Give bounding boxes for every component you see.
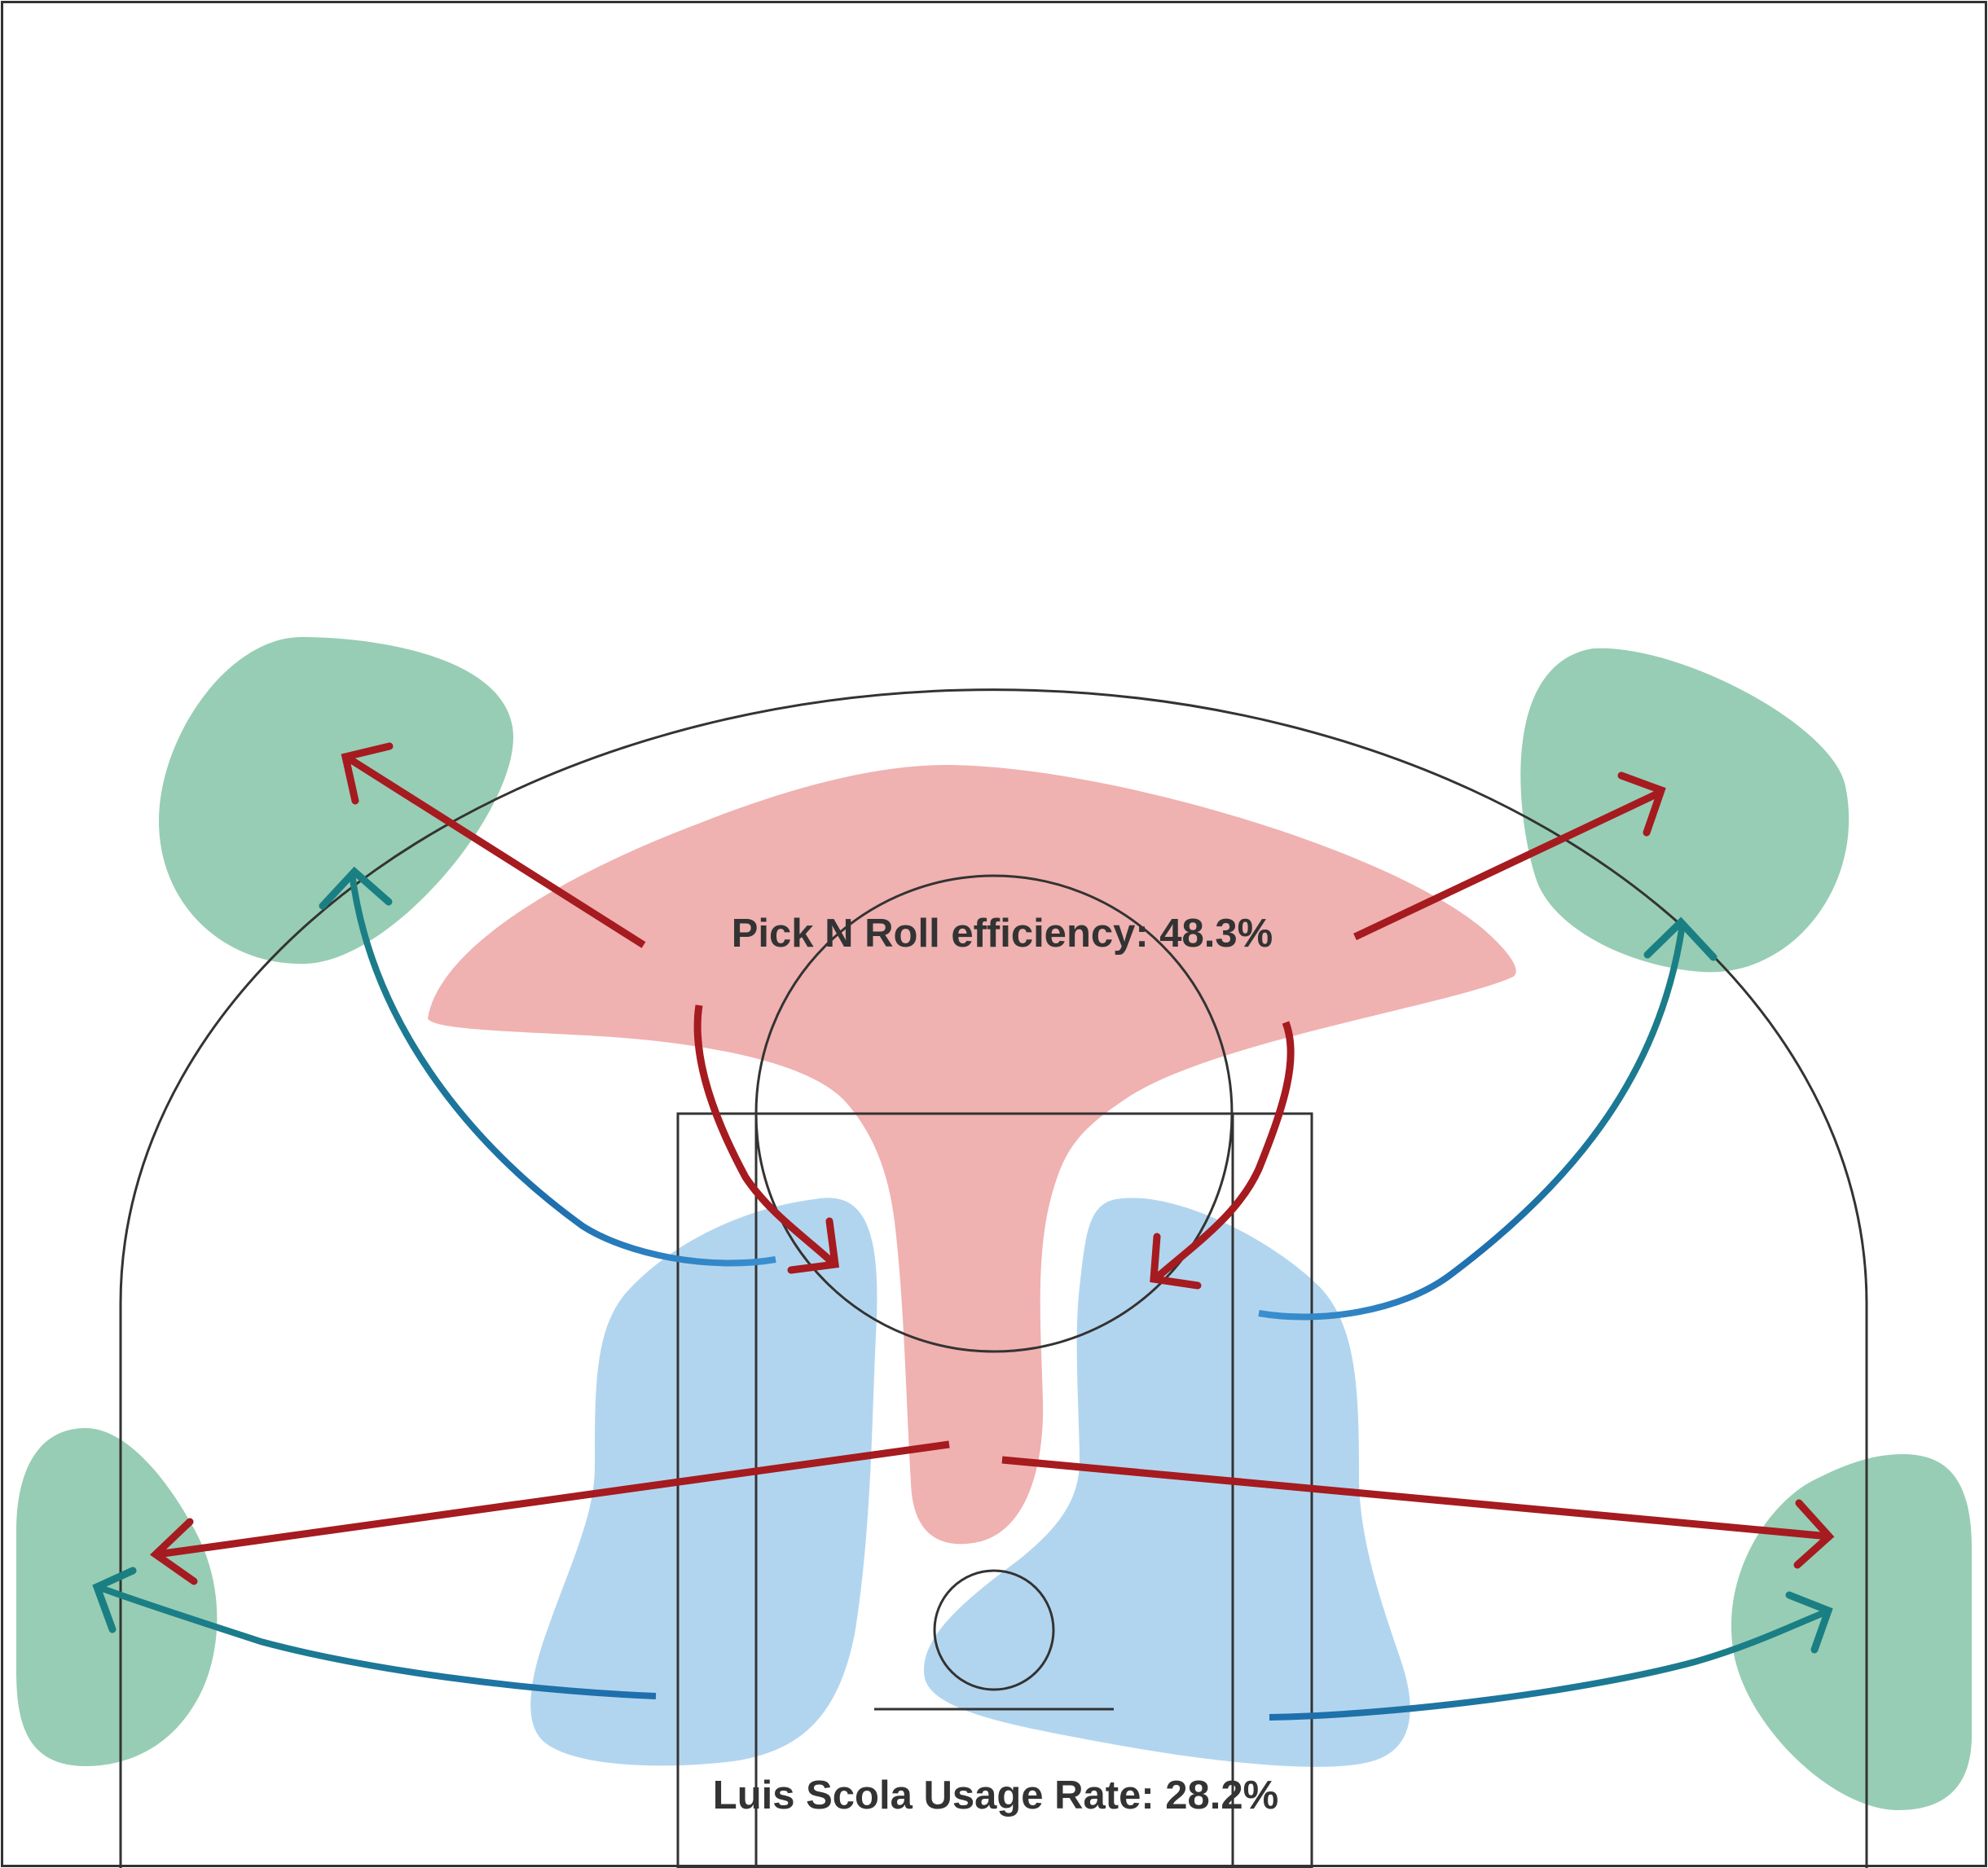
pass-arrowhead-left-corner bbox=[92, 1567, 137, 1633]
pnr-arrowhead-right-corner bbox=[1793, 1499, 1835, 1569]
pnr-arrowhead-right-roll bbox=[1150, 1233, 1202, 1290]
zone-left-wing bbox=[159, 637, 513, 965]
pass-arrow-left-corner bbox=[96, 1584, 657, 1699]
pass-arrow-right-elbow bbox=[1258, 923, 1686, 1321]
pick-n-roll-arrows bbox=[149, 742, 1835, 1585]
pass-arrow-left-elbow bbox=[349, 872, 776, 1267]
zone-right-post bbox=[923, 1198, 1410, 1767]
pnr-arrow-left-corner bbox=[156, 1440, 950, 1558]
zone-pick-n-roll bbox=[428, 765, 1516, 1545]
free-throw-circle bbox=[754, 874, 1234, 1353]
zone-right-wing bbox=[1520, 648, 1849, 973]
pnr-arrow-right-wing bbox=[1353, 789, 1661, 941]
pnr-arrow-right-corner bbox=[1001, 1456, 1830, 1541]
pnr-arrow-left-roll bbox=[693, 1004, 836, 1266]
pass-arrowhead-left-elbow bbox=[319, 866, 393, 910]
corner-zones bbox=[16, 637, 1972, 1810]
usage-rate-label: Luis Scola Usage Rate: 28.2% bbox=[713, 1774, 1278, 1817]
pnr-arrowhead-left-roll bbox=[787, 1217, 840, 1274]
pick-n-roll-efficiency-label: Pick N Roll efficiency: 48.3% bbox=[732, 912, 1273, 956]
pass-arrows bbox=[92, 866, 1833, 1721]
pnr-arrowhead-right-wing bbox=[1617, 771, 1666, 837]
pass-arrowhead-right-elbow bbox=[1643, 916, 1718, 961]
zone-right-corner bbox=[1731, 1454, 1972, 1810]
pass-arrow-right-corner bbox=[1269, 1608, 1829, 1721]
pnr-arrowhead-left-wing bbox=[341, 742, 394, 805]
pass-arrowhead-right-corner bbox=[1785, 1591, 1833, 1654]
basket bbox=[933, 1569, 1055, 1691]
pnr-arrowhead-left-corner bbox=[149, 1518, 198, 1585]
pnr-arrow-right-roll bbox=[1155, 1021, 1295, 1281]
pnr-arrow-left-wing bbox=[346, 755, 646, 948]
three-point-line bbox=[119, 688, 1868, 1868]
